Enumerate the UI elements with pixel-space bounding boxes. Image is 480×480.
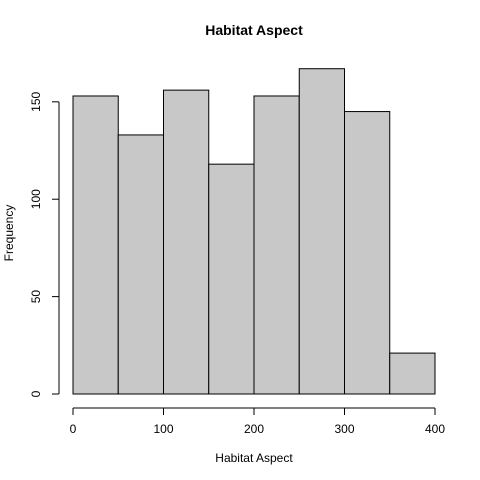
y-axis: 0 50 100 150 xyxy=(29,91,60,397)
x-axis: 0 100 200 300 400 xyxy=(70,407,445,436)
x-tick-label: 0 xyxy=(70,422,77,436)
histogram-bar-1 xyxy=(72,95,119,395)
histogram-bar-4 xyxy=(208,163,255,395)
histogram-bar-2 xyxy=(117,134,164,395)
y-tick-label: 100 xyxy=(29,189,43,209)
x-tick-label: 100 xyxy=(153,422,173,436)
y-tick-label: 0 xyxy=(29,390,43,397)
histogram-bar-8 xyxy=(389,352,436,395)
histogram-bar-7 xyxy=(344,111,391,395)
chart-title: Habitat Aspect xyxy=(205,22,303,38)
y-tick-label: 50 xyxy=(29,290,43,304)
x-tick-label: 400 xyxy=(425,422,445,436)
histogram-bar-6 xyxy=(298,68,345,395)
y-axis-label: Frequency xyxy=(2,205,16,262)
bars-group xyxy=(72,68,436,395)
x-axis-label: Habitat Aspect xyxy=(215,451,293,465)
y-tick-label: 150 xyxy=(29,91,43,111)
histogram-bar-3 xyxy=(163,89,210,395)
x-tick-label: 200 xyxy=(244,422,264,436)
histogram-bar-5 xyxy=(253,95,300,395)
x-tick-label: 300 xyxy=(334,422,354,436)
